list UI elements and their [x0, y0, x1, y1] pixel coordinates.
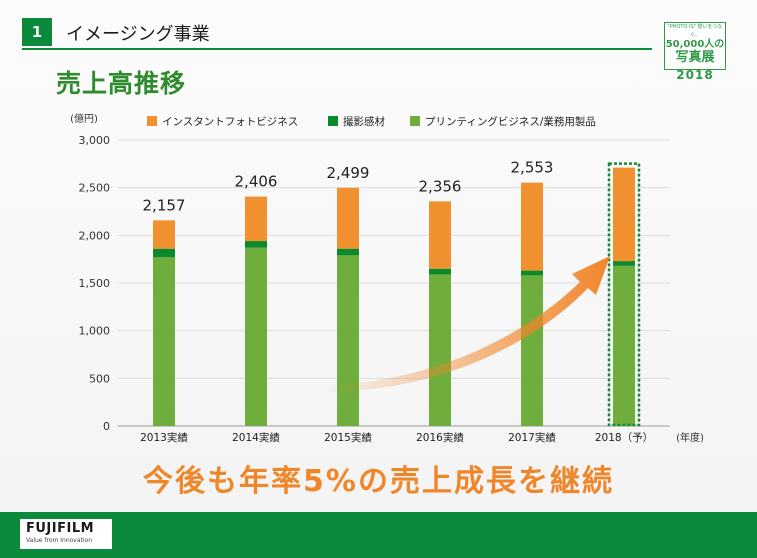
- bar-segment: [337, 248, 359, 256]
- legend-swatch: [147, 116, 157, 126]
- bar-segment: [153, 257, 175, 426]
- bar-segment: [429, 268, 451, 275]
- bar-segment: [245, 196, 267, 242]
- y-tick-label: 2,000: [79, 229, 111, 242]
- bar-total-label: 2,157: [143, 196, 186, 214]
- y-tick-label: 1,500: [79, 277, 111, 290]
- event-badge: "PHOTO IS" 想いをつなぐ。 50,000人の 写真展: [664, 22, 726, 70]
- x-tick-label: 2015実績: [324, 431, 372, 444]
- growth-arrow-icon: [322, 256, 610, 392]
- bar-segment: [337, 255, 359, 426]
- y-tick-label: 3,000: [79, 134, 111, 147]
- bar-total-label: 2,499: [327, 164, 370, 182]
- bar-segment: [429, 201, 451, 269]
- section-number-badge: 1: [22, 18, 52, 46]
- y-tick-label: 2,500: [79, 182, 111, 195]
- bar-segment: [521, 182, 543, 271]
- bar-segment: [429, 274, 451, 426]
- legend-label: 撮影感材: [343, 115, 385, 128]
- x-tick-label: 2016実績: [416, 431, 464, 444]
- bar-segment: [245, 247, 267, 426]
- footer-bar: [0, 512, 757, 558]
- tagline: 今後も年率5%の売上成長を継続: [143, 464, 614, 499]
- y-tick-label: 0: [103, 420, 110, 433]
- y-tick-label: 1,000: [79, 325, 111, 338]
- x-tick-label: 2018（予）: [595, 432, 653, 444]
- event-badge-line3: 写真展: [675, 50, 715, 65]
- bar-total-label: 2,356: [419, 177, 462, 195]
- bar-segment: [337, 187, 359, 249]
- event-badge-line2: 50,000人の: [665, 39, 725, 50]
- legend-label: プリンティングビジネス/業務用製品: [425, 115, 596, 128]
- bar-segment: [153, 220, 175, 249]
- bar-segment: [521, 270, 543, 276]
- logo-slogan: Value from Innovation: [26, 537, 93, 544]
- bar-segment: [613, 265, 635, 426]
- event-badge-year: 2018: [676, 68, 714, 82]
- legend-swatch: [328, 116, 338, 126]
- x-tick-label: 2013実績: [140, 431, 188, 444]
- bar-total-label: 2,553: [511, 159, 554, 177]
- forecast-outline: [607, 162, 641, 427]
- legend-swatch: [410, 116, 420, 126]
- x-tick-label: 2017実績: [508, 431, 556, 444]
- bar-segment: [521, 275, 543, 426]
- bar-segment: [613, 261, 635, 266]
- section-title: イメージング事業: [66, 24, 210, 45]
- sales-chart: 0 500 1,000 1,500 2,000 2,500 3,000 (億円) 2,157 2…: [70, 112, 704, 444]
- legend-label: インスタントフォトビジネス: [162, 116, 298, 128]
- section-header: 1 イメージング事業: [22, 18, 652, 50]
- bar-total-label: 2,406: [235, 173, 278, 191]
- bar-segment: [613, 167, 635, 262]
- logo-brand: FUJIFILM: [26, 521, 95, 536]
- bar-segment: [245, 241, 267, 248]
- bar-segment: [153, 248, 175, 258]
- page-title: 売上高推移: [56, 69, 187, 98]
- y-tick-label: 500: [89, 372, 110, 385]
- y-unit-label: (億円): [70, 112, 98, 125]
- fujifilm-logo: FUJIFILM Value from Innovation: [20, 519, 112, 549]
- x-unit-label: (年度): [676, 431, 704, 444]
- x-tick-label: 2014実績: [232, 431, 280, 444]
- event-badge-line1: "PHOTO IS" 想いをつなぐ。: [667, 24, 723, 38]
